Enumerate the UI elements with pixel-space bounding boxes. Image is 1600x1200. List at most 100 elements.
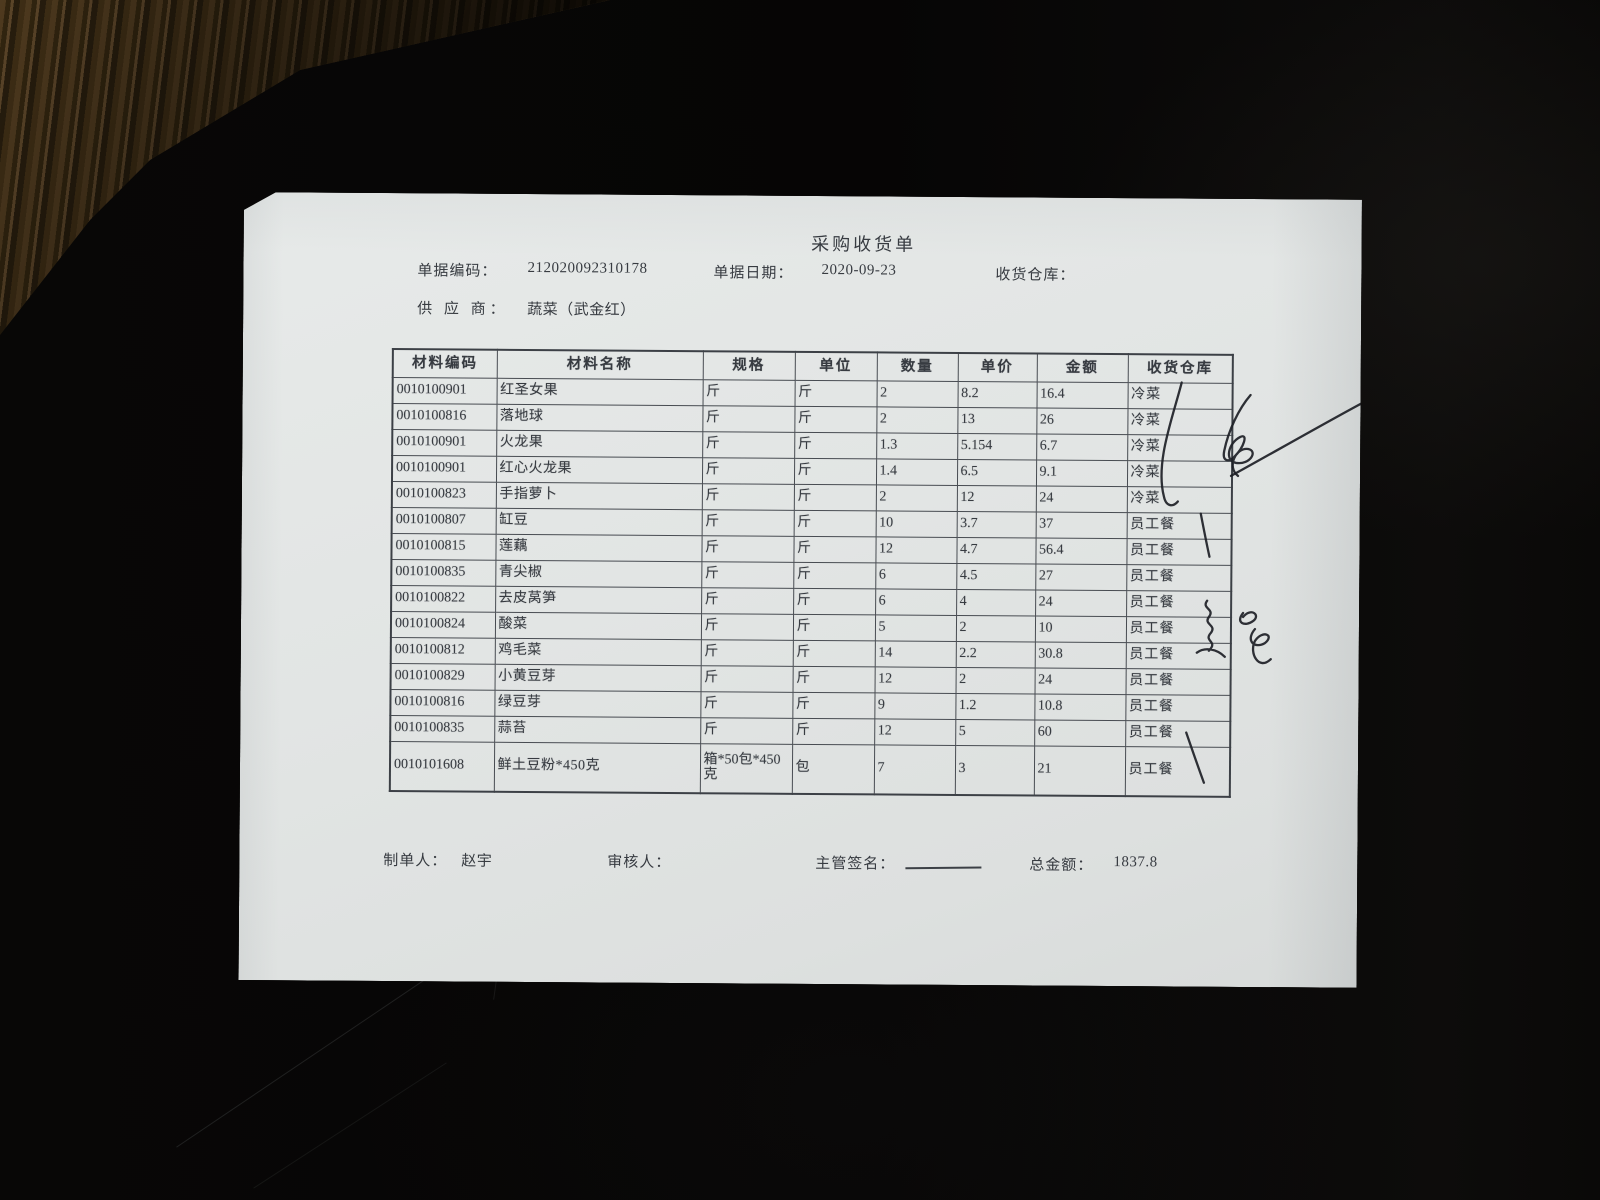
cell-spec: 斤 <box>702 405 794 432</box>
cell-spec: 斤 <box>701 587 793 614</box>
cell-qty: 14 <box>875 640 956 667</box>
cell-unit: 斤 <box>793 640 875 667</box>
cell-qty: 7 <box>874 744 955 795</box>
cell-qty: 12 <box>875 536 956 563</box>
cell-name: 青尖椒 <box>495 560 701 587</box>
cell-unit: 斤 <box>794 458 876 485</box>
col-header-spec: 规格 <box>703 351 795 380</box>
signature-label: 主管签名： <box>815 856 896 873</box>
supplier-value: 蔬菜（武金红） <box>527 301 636 319</box>
cell-code: 0010100816 <box>392 403 496 430</box>
cell-price: 4.7 <box>956 537 1035 564</box>
cell-price: 13 <box>957 407 1036 434</box>
cell-spec: 斤 <box>701 535 793 562</box>
cell-price: 3.7 <box>957 511 1036 538</box>
cell-name: 缸豆 <box>496 508 702 535</box>
cell-code: 0010100815 <box>391 533 495 560</box>
cell-amount: 56.4 <box>1035 538 1126 565</box>
cell-name: 绿豆芽 <box>494 690 700 717</box>
cell-warehouse: 员工餐 <box>1125 720 1230 747</box>
cell-qty: 2 <box>876 406 957 433</box>
col-header-amount: 金额 <box>1037 354 1128 383</box>
cell-code: 0010100835 <box>390 715 494 742</box>
cell-name: 落地球 <box>496 404 702 431</box>
cell-warehouse: 员工餐 <box>1126 538 1231 565</box>
cell-warehouse: 冷菜 <box>1128 382 1233 409</box>
receipt-paper: 采购收货单 单据编码： 212020092310178 单据日期： 2020-0… <box>238 192 1361 988</box>
cell-amount: 24 <box>1035 590 1126 617</box>
maker-label: 制单人： <box>383 852 448 870</box>
cell-name: 鸡毛菜 <box>495 638 701 665</box>
cell-name: 红圣女果 <box>497 378 703 405</box>
cell-qty: 5 <box>875 614 956 641</box>
doc-no-value: 212020092310178 <box>527 259 648 277</box>
cell-name: 红心火龙果 <box>496 456 702 483</box>
cell-code: 0010100816 <box>390 689 494 716</box>
total-label: 总金额： <box>1029 857 1094 874</box>
cell-code: 0010100835 <box>391 559 495 586</box>
cell-unit: 斤 <box>792 718 874 745</box>
cell-code: 0010100823 <box>392 481 496 508</box>
cell-amount: 60 <box>1034 720 1125 747</box>
cell-amount: 10.8 <box>1034 694 1125 721</box>
cell-spec: 斤 <box>702 457 794 484</box>
cell-unit: 斤 <box>793 614 875 641</box>
cell-spec: 斤 <box>701 561 793 588</box>
cell-price: 1.2 <box>955 693 1034 720</box>
cell-warehouse: 员工餐 <box>1126 668 1231 695</box>
cell-spec: 斤 <box>701 639 793 666</box>
cell-code: 0010100807 <box>392 507 496 534</box>
cell-spec: 斤 <box>701 613 793 640</box>
cell-warehouse: 冷菜 <box>1127 434 1232 461</box>
cell-spec: 斤 <box>702 509 794 536</box>
cell-qty: 6 <box>875 562 956 589</box>
cell-unit: 包 <box>792 744 874 795</box>
cell-warehouse: 员工餐 <box>1126 564 1231 591</box>
col-header-price: 单价 <box>958 353 1037 382</box>
cell-unit: 斤 <box>793 536 875 563</box>
cell-name: 火龙果 <box>496 430 702 457</box>
cell-warehouse: 员工餐 <box>1125 694 1230 721</box>
materials-table: 材料编码 材料名称 规格 单位 数量 单价 金额 收货仓库 0010100901… <box>389 348 1234 798</box>
cell-name: 手指萝卜 <box>496 482 702 509</box>
table-scratch <box>253 1062 447 1189</box>
doc-no-label: 单据编码： <box>417 263 498 280</box>
table-row: 0010101608 鲜土豆粉*450克 箱*50包*450克包 7 3 21 员工餐 <box>390 741 1230 797</box>
cell-unit: 斤 <box>793 588 875 615</box>
cell-price: 3 <box>955 745 1034 796</box>
table-body: 0010100901 红圣女果斤斤 2 8.2 16.4 冷菜 0010100816 落地球斤… <box>390 377 1233 797</box>
cell-qty: 10 <box>876 510 957 537</box>
cell-warehouse: 员工餐 <box>1125 746 1230 797</box>
cell-price: 4.5 <box>956 563 1035 590</box>
cell-code: 0010101608 <box>390 741 494 792</box>
cell-spec: 斤 <box>701 665 793 692</box>
cell-spec: 斤 <box>702 483 794 510</box>
cell-code: 0010100901 <box>392 429 496 456</box>
cell-qty: 2 <box>876 484 957 511</box>
signature-underline <box>905 853 981 870</box>
cell-price: 2 <box>956 615 1035 642</box>
cell-price: 4 <box>956 589 1035 616</box>
cell-amount: 24 <box>1035 668 1126 695</box>
cell-code: 0010100901 <box>393 377 497 404</box>
cell-amount: 9.1 <box>1036 460 1127 487</box>
cell-unit: 斤 <box>794 406 876 433</box>
supplier-label: 供 应 商： <box>417 301 509 318</box>
cell-code: 0010100901 <box>392 455 496 482</box>
auditor-label: 审核人： <box>607 854 672 871</box>
cell-amount: 30.8 <box>1035 642 1126 669</box>
col-header-unit: 单位 <box>795 352 877 381</box>
cell-warehouse: 员工餐 <box>1127 512 1232 539</box>
cell-warehouse: 冷菜 <box>1127 408 1232 435</box>
cell-qty: 2 <box>877 380 958 407</box>
cell-price: 2 <box>956 667 1035 694</box>
cell-spec: 斤 <box>702 431 794 458</box>
cell-unit: 斤 <box>794 484 876 511</box>
pen-stroke-diagonal <box>1231 402 1362 477</box>
cell-price: 2.2 <box>956 641 1035 668</box>
cell-unit: 斤 <box>792 692 874 719</box>
maker-value: 赵宇 <box>461 853 493 870</box>
cell-price: 5.154 <box>957 433 1036 460</box>
cell-name: 小黄豆芽 <box>495 664 701 691</box>
cell-amount: 24 <box>1036 486 1127 513</box>
